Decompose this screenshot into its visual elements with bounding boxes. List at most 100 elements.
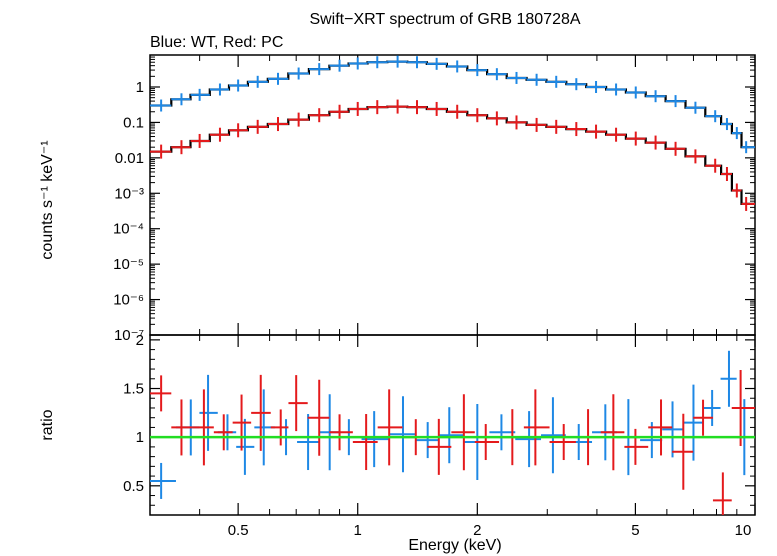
data-point-wt bbox=[229, 79, 248, 92]
spectrum-y-tick-label: 0.1 bbox=[123, 114, 144, 131]
data-point-wt bbox=[546, 75, 567, 88]
data-point-pc bbox=[586, 124, 607, 139]
ratio-y-axis-label: ratio bbox=[39, 409, 56, 440]
data-point-wt bbox=[721, 118, 732, 131]
ratio-point-pc bbox=[549, 424, 576, 461]
spectrum-y-tick-label: 10⁻⁵ bbox=[113, 256, 144, 273]
ratio-point-pc bbox=[731, 369, 755, 446]
data-point-wt bbox=[209, 83, 230, 96]
x-axis-label: Energy (keV) bbox=[408, 537, 501, 554]
spectrum-y-axis-label: counts s⁻¹ keV⁻¹ bbox=[39, 140, 56, 259]
ratio-x-tick-label: 5 bbox=[631, 522, 639, 539]
ratio-point-pc bbox=[624, 428, 649, 465]
data-point-wt bbox=[171, 93, 191, 106]
data-point-pc bbox=[171, 140, 191, 155]
model-curve-pc bbox=[150, 105, 755, 205]
data-point-pc bbox=[506, 115, 527, 130]
data-point-pc bbox=[731, 183, 742, 198]
data-point-pc bbox=[446, 104, 468, 119]
data-point-wt bbox=[741, 141, 755, 154]
data-point-wt bbox=[367, 56, 388, 69]
spectrum-y-tick-label: 10⁻³ bbox=[114, 185, 144, 202]
data-point-pc bbox=[467, 108, 488, 123]
data-point-wt bbox=[645, 90, 666, 103]
data-point-pc bbox=[606, 127, 626, 142]
data-point-wt bbox=[329, 59, 349, 72]
ratio-point-pc bbox=[672, 413, 694, 490]
data-point-wt bbox=[407, 56, 427, 69]
ratio-point-wt bbox=[415, 422, 439, 459]
data-point-wt bbox=[526, 73, 547, 86]
ratio-point-pc bbox=[523, 389, 550, 466]
data-point-pc bbox=[150, 144, 172, 159]
data-point-pc bbox=[288, 112, 309, 127]
ratio-point-pc bbox=[171, 399, 193, 456]
ratio-point-pc bbox=[270, 409, 289, 446]
data-point-wt bbox=[625, 86, 646, 99]
ratio-point-pc bbox=[232, 394, 252, 451]
spectrum-y-tick-label: 0.01 bbox=[115, 150, 144, 167]
ratio-x-tick-label: 0.5 bbox=[228, 522, 249, 539]
ratio-panel: 0.5 1 1.5 2 0.5 1 2 5 10 bbox=[123, 332, 756, 539]
data-point-pc bbox=[407, 100, 427, 115]
spectrum-y-axis: 1 0.1 0.01 10⁻³ 10⁻⁴ 10⁻⁵ 10⁻⁶ 10⁻⁷ bbox=[113, 54, 755, 344]
data-point-pc bbox=[348, 101, 368, 116]
ratio-point-pc bbox=[600, 394, 625, 471]
spectrum-y-tick-label: 10⁻⁴ bbox=[113, 221, 144, 238]
ratio-x-tick-label: 1 bbox=[354, 522, 362, 539]
data-point-pc bbox=[267, 117, 289, 132]
data-point-pc bbox=[209, 127, 230, 142]
data-point-wt bbox=[387, 55, 408, 68]
data-point-pc bbox=[645, 135, 666, 150]
ratio-point-wt bbox=[388, 396, 416, 473]
spectrum-x-ticks bbox=[149, 55, 756, 335]
ratio-point-pc bbox=[192, 389, 214, 466]
ratio-point-pc bbox=[427, 418, 452, 475]
ratio-point-pc bbox=[377, 389, 403, 466]
data-point-pc bbox=[685, 149, 706, 164]
data-point-wt bbox=[426, 57, 447, 70]
data-point-pc bbox=[487, 111, 507, 126]
model-curve-wt bbox=[150, 60, 755, 149]
ratio-x-tick-label: 10 bbox=[735, 522, 752, 539]
ratio-point-wt bbox=[541, 397, 566, 474]
ratio-point-wt bbox=[199, 374, 218, 451]
data-point-wt bbox=[150, 99, 172, 112]
data-point-wt bbox=[467, 64, 488, 77]
data-point-wt bbox=[685, 101, 706, 114]
data-point-pc bbox=[705, 158, 722, 173]
ratio-panel-frame bbox=[149, 334, 756, 516]
data-point-pc bbox=[625, 131, 646, 146]
data-point-pc bbox=[387, 99, 408, 114]
data-point-pc bbox=[426, 101, 447, 116]
ratio-point-pc bbox=[213, 414, 233, 451]
ratio-point-wt bbox=[438, 407, 464, 464]
ratio-data bbox=[150, 350, 755, 515]
data-point-pc bbox=[329, 104, 349, 119]
data-point-wt bbox=[665, 95, 686, 108]
ratio-y-tick-label: 1 bbox=[136, 429, 144, 446]
data-point-pc bbox=[665, 141, 686, 156]
ratio-point-pc bbox=[648, 399, 673, 456]
spectrum-panel: 1 0.1 0.01 10⁻³ 10⁻⁴ 10⁻⁵ 10⁻⁶ 10⁻⁷ bbox=[113, 54, 756, 344]
ratio-point-pc bbox=[451, 394, 475, 471]
data-point-wt bbox=[308, 63, 330, 76]
ratio-point-wt bbox=[702, 389, 721, 426]
ratio-y-tick-label: 1.5 bbox=[123, 381, 144, 398]
data-point-wt bbox=[190, 88, 210, 101]
data-point-pc bbox=[546, 119, 567, 134]
data-point-wt bbox=[606, 83, 626, 96]
data-point-wt bbox=[705, 110, 722, 123]
spectrum-y-tick-label: 10⁻⁶ bbox=[113, 292, 144, 309]
spectrum-y-tick-label: 1 bbox=[136, 79, 144, 96]
data-point-pc bbox=[741, 196, 755, 211]
data-point-pc bbox=[247, 119, 268, 134]
ratio-y-tick-label: 2 bbox=[136, 332, 144, 349]
ratio-point-wt bbox=[150, 462, 176, 499]
ratio-x-axis: 0.5 1 2 5 10 bbox=[149, 335, 756, 539]
ratio-point-wt bbox=[236, 418, 255, 475]
ratio-point-pc bbox=[150, 375, 172, 412]
ratio-point-pc bbox=[693, 399, 713, 436]
ratio-point-pc bbox=[288, 375, 308, 432]
